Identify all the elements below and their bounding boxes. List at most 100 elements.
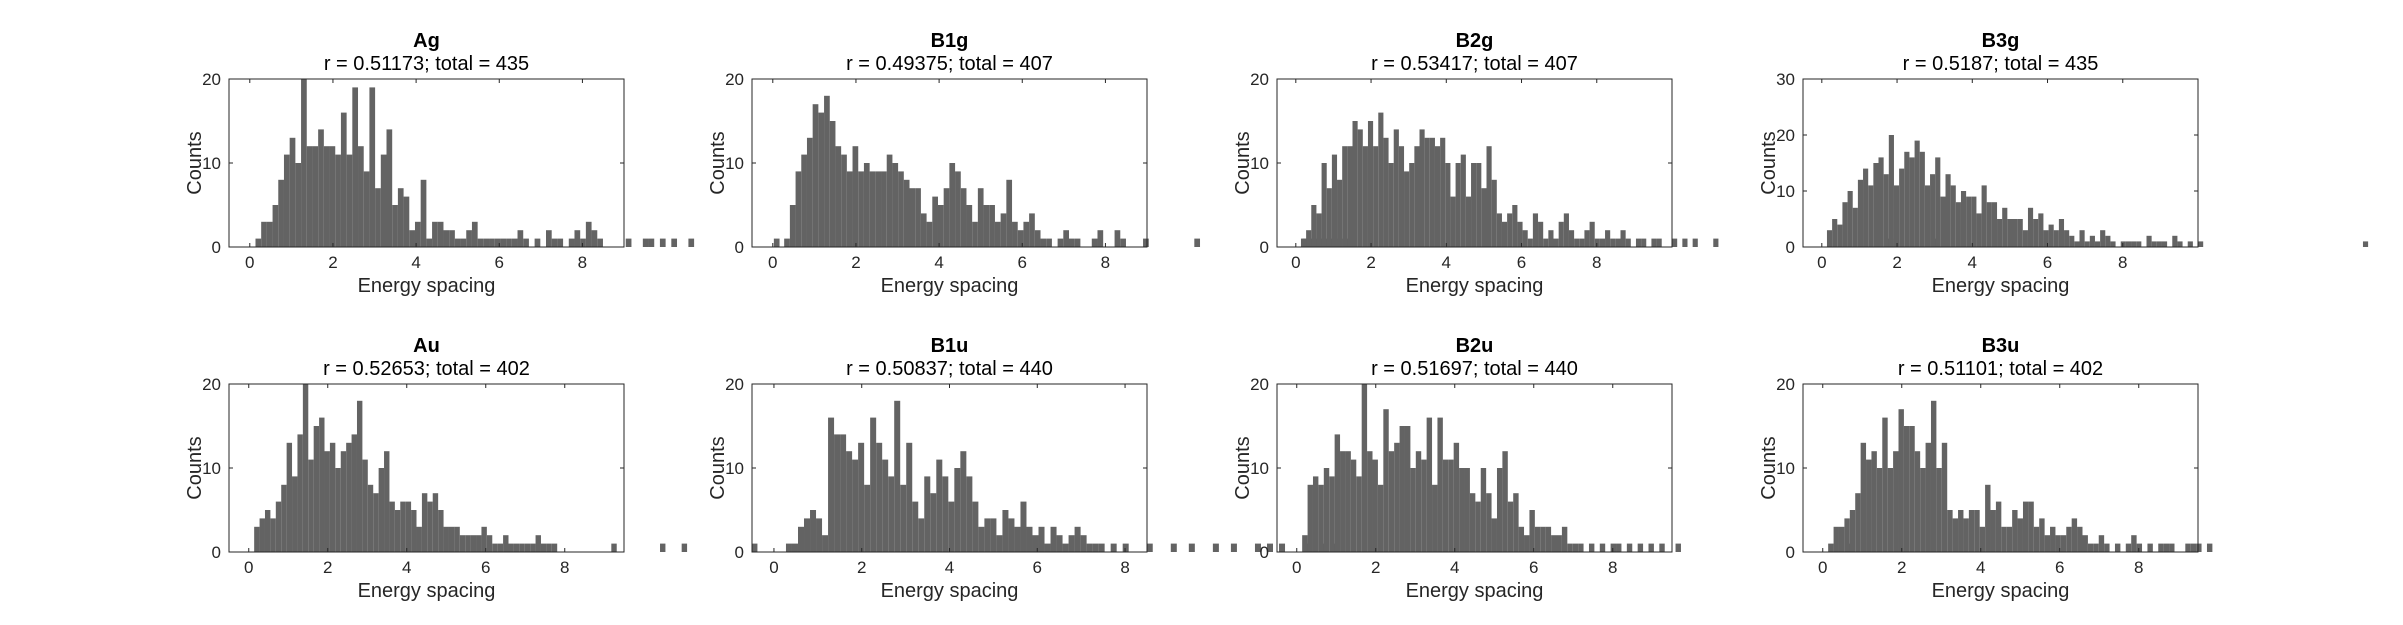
histogram-bar <box>1936 468 1942 552</box>
histogram-bar <box>1579 238 1585 247</box>
histogram-bar <box>2060 535 2067 552</box>
x-tick-label: 4 <box>402 558 411 577</box>
histogram-bar <box>1442 459 1449 552</box>
histogram-bar <box>2074 241 2080 247</box>
histogram-bar <box>358 146 364 247</box>
histogram-bar <box>1551 535 1557 552</box>
subplot-title: Au <box>413 335 440 357</box>
x-axis-label: Energy spacing <box>881 580 1019 602</box>
histogram-bar <box>1828 543 1834 552</box>
histogram-bar <box>1986 202 1992 247</box>
y-tick-label: 10 <box>725 459 744 478</box>
y-axis-label: Counts <box>1232 436 1254 499</box>
y-tick-label: 0 <box>212 238 221 257</box>
histogram-bar <box>1475 501 1481 552</box>
histogram-bar <box>1620 230 1626 247</box>
histogram-bar <box>1491 518 1497 552</box>
histogram-bar <box>1857 179 1864 247</box>
histogram-bar <box>659 238 666 247</box>
histogram-bar <box>301 79 307 247</box>
histogram-bar <box>289 137 296 247</box>
histogram-bar <box>329 442 336 552</box>
histogram-bar <box>1331 154 1338 247</box>
histogram-bar <box>254 526 260 552</box>
histogram-bar <box>1501 221 1508 247</box>
x-axis-label: Energy spacing <box>881 275 1019 297</box>
histogram-bar <box>2110 241 2116 247</box>
histogram-bar <box>1044 543 1051 552</box>
histogram-bar <box>1512 205 1518 247</box>
histogram-bar <box>2007 219 2013 247</box>
histogram-bar <box>954 468 961 552</box>
histogram-bar <box>1097 230 1104 247</box>
histogram-bar <box>795 171 802 247</box>
histogram-bar <box>1415 451 1422 552</box>
histogram-bar <box>1388 451 1395 552</box>
x-tick-label: 6 <box>1517 253 1526 272</box>
histogram-bar <box>1826 230 1833 247</box>
histogram-bar <box>421 493 428 552</box>
histogram-bar <box>2187 241 2193 247</box>
histogram-bar <box>335 154 341 247</box>
histogram-bar <box>1522 230 1528 247</box>
histogram-bar <box>540 543 547 552</box>
histogram-bar <box>1567 543 1573 552</box>
histogram-bar <box>937 205 944 247</box>
x-tick-label: 6 <box>1033 558 1042 577</box>
histogram-bar <box>1367 121 1374 247</box>
histogram-bar <box>1017 230 1024 247</box>
subplot-title: B3g <box>1982 30 2020 52</box>
histogram-bar <box>459 535 466 552</box>
y-tick-label: 0 <box>735 543 744 562</box>
histogram-bar <box>1979 526 1986 552</box>
histogram-bar <box>977 188 984 247</box>
histogram-bar <box>535 535 541 552</box>
histogram-bar <box>1898 409 1904 552</box>
histogram-bar <box>824 95 830 247</box>
y-axis-label: Counts <box>1758 436 1780 499</box>
histogram-bar <box>432 221 438 247</box>
histogram-bar <box>1486 146 1492 247</box>
histogram-bar <box>1909 426 1915 552</box>
histogram-bar <box>270 518 276 552</box>
y-tick-label: 0 <box>1260 543 1269 562</box>
histogram-bar <box>2198 241 2204 247</box>
x-tick-label: 2 <box>1371 558 1380 577</box>
histogram-bar <box>302 384 309 552</box>
histogram-bar <box>882 459 889 552</box>
histogram-bar <box>2012 510 2018 552</box>
histogram-bar <box>524 543 531 552</box>
x-axis-label: Energy spacing <box>358 580 496 602</box>
histogram-bar <box>1540 526 1546 552</box>
x-tick-label: 6 <box>2055 558 2064 577</box>
histogram-bar <box>1950 185 1956 247</box>
histogram-bar <box>846 171 853 247</box>
histogram-bar <box>1357 129 1363 247</box>
histogram-bar <box>2033 219 2039 247</box>
histogram-bar <box>924 476 931 552</box>
histogram-bar <box>443 230 450 247</box>
histogram-bar <box>255 238 262 247</box>
histogram-bar <box>2071 518 2078 552</box>
y-tick-label: 0 <box>1260 238 1269 257</box>
histogram-bar <box>1852 207 1858 247</box>
histogram-bar <box>1518 526 1525 552</box>
subplot-subtitle: r = 0.5187; total = 435 <box>1903 53 2099 75</box>
histogram-bar <box>420 179 427 247</box>
y-tick-label: 0 <box>1786 238 1795 257</box>
histogram-bar <box>822 535 829 552</box>
histogram-bar <box>948 501 955 552</box>
histogram-bar <box>409 230 415 247</box>
histogram-bar <box>471 221 478 247</box>
histogram-bar <box>1496 468 1503 552</box>
histogram-bar <box>1832 219 1838 247</box>
histogram-bar <box>394 510 401 552</box>
histogram-bar <box>2104 543 2110 552</box>
histogram-bar <box>909 188 916 247</box>
histogram-bar <box>551 238 558 247</box>
subplot-title: Ag <box>413 30 440 52</box>
histogram-bar <box>2177 241 2183 247</box>
histogram-bar <box>983 205 990 247</box>
histogram-bar <box>380 154 387 247</box>
